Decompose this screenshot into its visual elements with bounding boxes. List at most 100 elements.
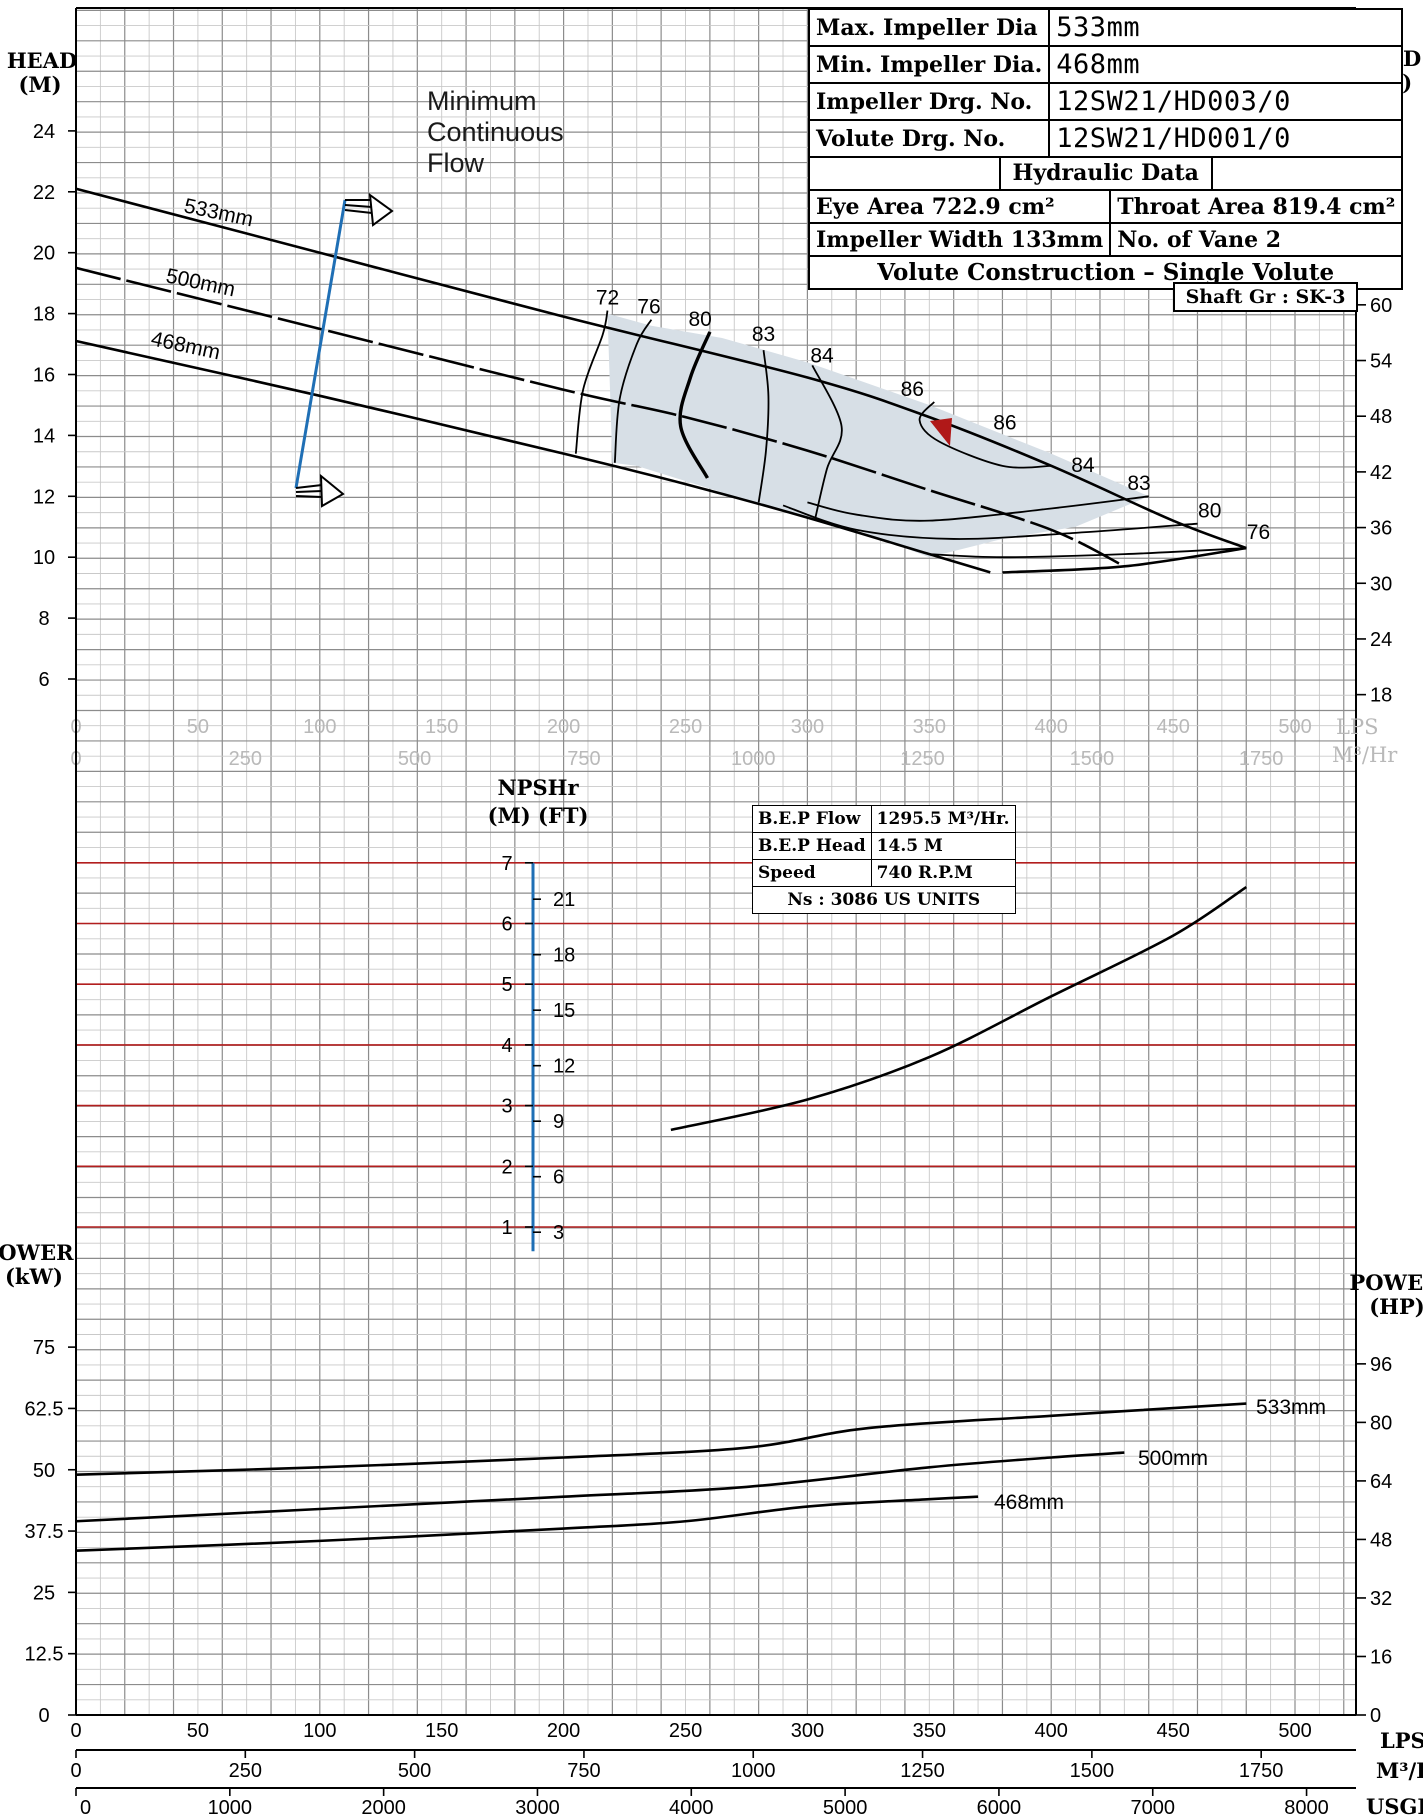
- head-curve-labels: 533mm 500mm 468mm: [149, 194, 255, 364]
- bep-flow-row: B.E.P Flow 1295.5 M³/Hr.: [752, 805, 1016, 833]
- usgpm-tick: 4000: [669, 1797, 714, 1819]
- m3hr-tick-upper: 250: [229, 748, 262, 770]
- efficiency-label: 83: [752, 323, 775, 346]
- mcf-arrow-top: [344, 192, 394, 227]
- efficiency-contour: [811, 364, 843, 521]
- m3hr-tick: 750: [567, 1760, 600, 1782]
- efficiency-label: 80: [1198, 500, 1221, 523]
- head-label-500mm: 500mm: [164, 264, 237, 301]
- lps-tick-upper: 500: [1278, 716, 1311, 738]
- usgpm-tick: 5000: [823, 1797, 868, 1819]
- head-m-tick: 14: [33, 425, 55, 447]
- m3hr-tick-upper: 1500: [1070, 748, 1115, 770]
- head-ft-tick: 54: [1370, 351, 1392, 373]
- lps-tick: 300: [791, 1720, 824, 1742]
- head-m-units: (M): [18, 72, 61, 97]
- eye-area: Eye Area 722.9 cm²: [807, 189, 1112, 224]
- m3hr-unit: M³/Hr: [1376, 1758, 1423, 1783]
- lps-tick-upper: 350: [913, 716, 946, 738]
- max-impeller-label: Max. Impeller Dia: [807, 8, 1051, 47]
- usgpm-tick: 8000: [1284, 1797, 1329, 1819]
- impeller-drg-row: Impeller Drg. No. 12SW21/HD003/0: [807, 82, 1404, 121]
- head-ft-tick: 48: [1370, 406, 1392, 428]
- power-hp-tick: 96: [1370, 1354, 1392, 1376]
- head-m-tick: 8: [38, 608, 49, 630]
- npsh-ft-tick: 9: [553, 1111, 564, 1133]
- speed-value: 740 R.P.M: [870, 859, 1016, 887]
- lps-tick: 350: [913, 1720, 946, 1742]
- min-impeller-label: Min. Impeller Dia.: [807, 45, 1051, 84]
- volute-drg-value: 12SW21/HD001/0: [1048, 119, 1404, 158]
- efficiency-contour: [613, 319, 653, 463]
- bep-head-value: 14.5 M: [870, 832, 1016, 860]
- usgpm-tick: 3000: [515, 1797, 560, 1819]
- usgpm-tick: 6000: [977, 1797, 1022, 1819]
- bep-table: B.E.P Flow 1295.5 M³/Hr. B.E.P Head 14.5…: [752, 805, 1016, 914]
- power-hp-tick: 48: [1370, 1529, 1392, 1551]
- chart-curves: [75, 187, 1248, 1552]
- power-kw-units: (kW): [5, 1264, 63, 1289]
- impeller-drg-value: 12SW21/HD003/0: [1048, 82, 1404, 121]
- power-curve-468mm: [75, 1495, 979, 1552]
- efficiency-contour: [782, 504, 1198, 540]
- lps-tick-upper: 300: [791, 716, 824, 738]
- power-kw-tick: 0: [38, 1705, 49, 1727]
- npsh-units: (M) (FT): [488, 803, 589, 828]
- bep-marker: [930, 418, 952, 446]
- efficiency-label: 72: [596, 286, 619, 309]
- m3hr-tick-upper: 1250: [900, 748, 945, 770]
- head-m-tick: 6: [38, 669, 49, 691]
- volute-drg-label: Volute Drg. No.: [807, 119, 1051, 158]
- efficiency-label: 80: [688, 308, 711, 331]
- m3hr-tick: 250: [229, 1760, 262, 1782]
- min-impeller-row: Min. Impeller Dia. 468mm: [807, 45, 1404, 84]
- npsh-m-tick: 6: [501, 914, 512, 936]
- npsh-ft-tick: 3: [553, 1222, 564, 1244]
- npsh-title: NPSHr: [497, 775, 579, 800]
- power-kw-tick: 37.5: [25, 1521, 64, 1543]
- lps-tick: 100: [303, 1720, 336, 1742]
- m3hr-unit-upper: M³/Hr: [1332, 743, 1398, 767]
- efficiency-contour: [757, 350, 770, 503]
- mcf-line-3: Flow: [427, 148, 485, 178]
- head-m-tick: 20: [33, 243, 55, 265]
- m3hr-tick-upper: 1000: [731, 748, 776, 770]
- head-ft-tick: 30: [1370, 573, 1392, 595]
- head-m-tick: 16: [33, 365, 55, 387]
- axis-ticks: 6810121416182022241824303642485460667278…: [25, 121, 1393, 1819]
- head-m-tick: 24: [33, 121, 55, 143]
- lps-tick-upper: 100: [303, 716, 336, 738]
- lps-tick: 500: [1278, 1720, 1311, 1742]
- bep-head-row: B.E.P Head 14.5 M: [752, 832, 1016, 860]
- speed-label: Speed: [752, 859, 872, 887]
- specific-speed: Ns : 3086 US UNITS: [752, 886, 1016, 914]
- head-curve-468mm: [75, 339, 991, 574]
- chart-grid: [75, 8, 1356, 1716]
- speed-row: Speed 740 R.P.M: [752, 859, 1016, 887]
- power-kw-title: POWER: [0, 1240, 74, 1265]
- mcf-line-2: Continuous: [427, 117, 564, 147]
- usgpm-tick: 2000: [361, 1797, 406, 1819]
- efficiency-label: 86: [901, 378, 924, 401]
- bep-head-label: B.E.P Head: [752, 832, 872, 860]
- efficiency-label: 84: [1071, 454, 1095, 477]
- head-ft-tick: 24: [1370, 629, 1392, 651]
- area-row: Eye Area 722.9 cm² Throat Area 819.4 cm²: [807, 189, 1404, 224]
- max-impeller-value: 533mm: [1048, 8, 1404, 47]
- efficiency-shading: [607, 313, 1149, 558]
- width-row: Impeller Width 133mm No. of Vane 2: [807, 222, 1404, 257]
- head-ft-tick: 42: [1370, 462, 1392, 484]
- efficiency-label: 76: [637, 296, 660, 319]
- hydraulic-header-row: Hydraulic Data: [807, 156, 1404, 191]
- bep-flow-value: 1295.5 M³/Hr.: [870, 805, 1016, 833]
- mcf-line-1: Minimum: [427, 86, 537, 116]
- mcf-arrow: [294, 192, 394, 508]
- impeller-drg-label: Impeller Drg. No.: [807, 82, 1051, 121]
- efficiency-contour: [918, 401, 1052, 469]
- head-curve-533mm: [75, 187, 1247, 550]
- npsh-m-tick: 3: [501, 1096, 512, 1118]
- npshr-curve: [670, 885, 1248, 1132]
- efficiency-label: 84: [810, 344, 834, 367]
- power-hp-tick: 64: [1370, 1471, 1392, 1493]
